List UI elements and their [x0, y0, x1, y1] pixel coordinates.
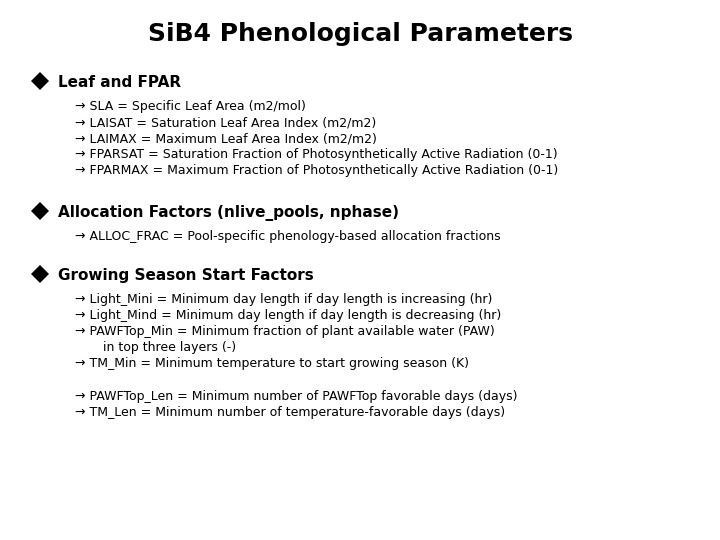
Text: in top three layers (-): in top three layers (-): [75, 341, 236, 354]
Text: → TM_Len = Minimum number of temperature-favorable days (days): → TM_Len = Minimum number of temperature…: [75, 406, 505, 419]
Text: → LAIMAX = Maximum Leaf Area Index (m2/m2): → LAIMAX = Maximum Leaf Area Index (m2/m…: [75, 132, 377, 145]
Text: → SLA = Specific Leaf Area (m2/mol): → SLA = Specific Leaf Area (m2/mol): [75, 100, 306, 113]
Text: → ALLOC_FRAC = Pool-specific phenology-based allocation fractions: → ALLOC_FRAC = Pool-specific phenology-b…: [75, 230, 500, 243]
Text: Growing Season Start Factors: Growing Season Start Factors: [58, 268, 314, 283]
Text: → Light_Mind = Minimum day length if day length is decreasing (hr): → Light_Mind = Minimum day length if day…: [75, 309, 501, 322]
Text: → PAWFTop_Len = Minimum number of PAWFTop favorable days (days): → PAWFTop_Len = Minimum number of PAWFTo…: [75, 390, 518, 403]
Text: SiB4 Phenological Parameters: SiB4 Phenological Parameters: [148, 22, 572, 46]
Text: → LAISAT = Saturation Leaf Area Index (m2/m2): → LAISAT = Saturation Leaf Area Index (m…: [75, 116, 377, 129]
Text: → TM_Min = Minimum temperature to start growing season (K): → TM_Min = Minimum temperature to start …: [75, 357, 469, 370]
Text: → FPARSAT = Saturation Fraction of Photosynthetically Active Radiation (0-1): → FPARSAT = Saturation Fraction of Photo…: [75, 148, 557, 161]
Text: → FPARMAX = Maximum Fraction of Photosynthetically Active Radiation (0-1): → FPARMAX = Maximum Fraction of Photosyn…: [75, 164, 558, 177]
Text: → PAWFTop_Min = Minimum fraction of plant available water (PAW): → PAWFTop_Min = Minimum fraction of plan…: [75, 325, 495, 338]
Text: Allocation Factors (nlive_pools, nphase): Allocation Factors (nlive_pools, nphase): [58, 205, 399, 221]
Text: Leaf and FPAR: Leaf and FPAR: [58, 75, 181, 90]
Text: → Light_Mini = Minimum day length if day length is increasing (hr): → Light_Mini = Minimum day length if day…: [75, 293, 492, 306]
